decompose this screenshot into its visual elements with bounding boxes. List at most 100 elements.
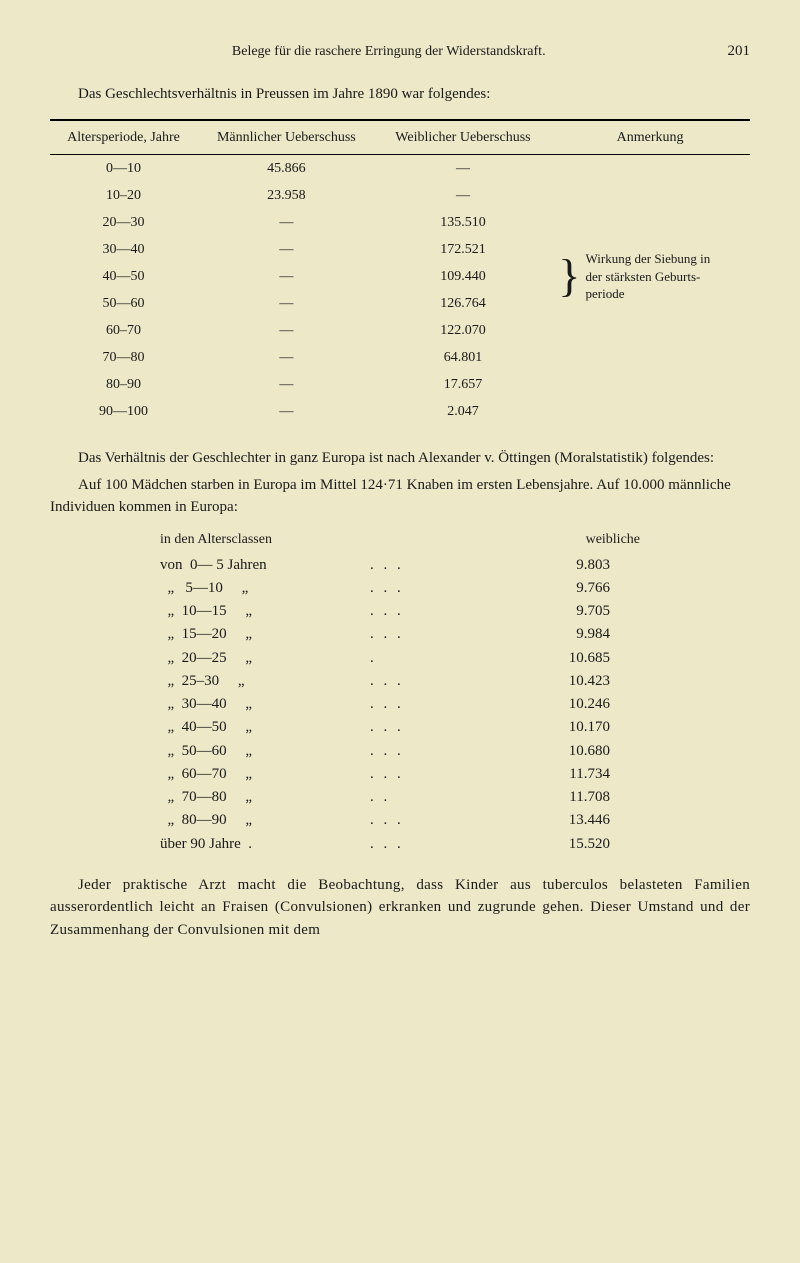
ac-value: 10.246 — [510, 693, 610, 716]
note-line: periode — [586, 286, 625, 301]
ac-label: „ 10—15 „ — [160, 600, 370, 623]
note-line: der stärksten Geburts- — [586, 269, 701, 284]
ac-value: 15.520 — [510, 833, 610, 856]
cell-male: — — [197, 209, 376, 236]
ac-row: „ 15—20 „. . .9.984 — [160, 623, 640, 646]
col-header-age: Altersperiode, Jahre — [50, 120, 197, 155]
ac-dots: . . . — [370, 693, 510, 716]
cell-male: 45.866 — [197, 155, 376, 183]
ac-value: 10.423 — [510, 670, 610, 693]
ac-dots: . . . — [370, 833, 510, 856]
col-header-male: Männlicher Ueberschuss — [197, 120, 376, 155]
table-row: 30—40—172.521 } Wirkung der Siebung in d… — [50, 236, 750, 263]
cell-male: — — [197, 236, 376, 263]
cell-female: 64.801 — [376, 344, 550, 371]
ac-value: 11.734 — [510, 763, 610, 786]
table-row: 80–90—17.657 — [50, 371, 750, 398]
cell-female: 122.070 — [376, 317, 550, 344]
ac-row: „ 30—40 „. . .10.246 — [160, 693, 640, 716]
ac-value: 9.766 — [510, 577, 610, 600]
cell-female: 126.764 — [376, 290, 550, 317]
page-number: 201 — [728, 40, 751, 63]
cell-male: — — [197, 263, 376, 290]
ac-label: „ 40—50 „ — [160, 716, 370, 739]
ac-head-left: in den Altersclassen — [160, 529, 272, 550]
ac-row: „ 60—70 „. . .11.734 — [160, 763, 640, 786]
ac-label: „ 70—80 „ — [160, 786, 370, 809]
ac-row: „ 20—25 „ . 10.685 — [160, 647, 640, 670]
cell-female: — — [376, 155, 550, 183]
cell-female: 109.440 — [376, 263, 550, 290]
ac-value: 11.708 — [510, 786, 610, 809]
ac-dots: . . . — [370, 763, 510, 786]
cell-male: — — [197, 290, 376, 317]
intro-paragraph: Das Geschlechtsverhältnis in Preussen im… — [50, 83, 750, 106]
ac-label: „ 80—90 „ — [160, 809, 370, 832]
ac-row: „ 5—10 „. . .9.766 — [160, 577, 640, 600]
ac-row: „ 50—60 „. . .10.680 — [160, 740, 640, 763]
table-row: 10–2023.958— — [50, 182, 750, 209]
col-header-female: Weiblicher Ueberschuss — [376, 120, 550, 155]
ac-dots: . . . — [370, 623, 510, 646]
table-row: 20—30—135.510 — [50, 209, 750, 236]
altersclassen-block: in den Altersclassen weibliche von 0— 5 … — [160, 529, 640, 856]
ac-value: 9.803 — [510, 554, 610, 577]
ac-label: „ 30—40 „ — [160, 693, 370, 716]
ac-label: „ 20—25 „ — [160, 647, 370, 670]
cell-age: 80–90 — [50, 371, 197, 398]
ac-dots: . . — [370, 786, 510, 809]
ac-dots: . . . — [370, 740, 510, 763]
table-note-cell: } Wirkung der Siebung in der stärksten G… — [550, 236, 750, 317]
cell-male: — — [197, 398, 376, 425]
ac-row: über 90 Jahre .. . .15.520 — [160, 833, 640, 856]
ac-value: 13.446 — [510, 809, 610, 832]
running-head: Belege für die raschere Erringung der Wi… — [50, 41, 728, 62]
ac-value: 10.685 — [510, 647, 610, 670]
ac-value: 10.170 — [510, 716, 610, 739]
table-header-row: Altersperiode, Jahre Männlicher Uebersch… — [50, 120, 750, 155]
cell-female: 172.521 — [376, 236, 550, 263]
table-row: 0—1045.866— — [50, 155, 750, 183]
cell-female: 17.657 — [376, 371, 550, 398]
cell-age: 0—10 — [50, 155, 197, 183]
cell-age: 60–70 — [50, 317, 197, 344]
ac-row: „ 70—80 „ . .11.708 — [160, 786, 640, 809]
ac-label: „ 60—70 „ — [160, 763, 370, 786]
ac-row: „ 80—90 „. . .13.446 — [160, 809, 640, 832]
cell-age: 70—80 — [50, 344, 197, 371]
cell-age: 40—50 — [50, 263, 197, 290]
page-header: Belege für die raschere Erringung der Wi… — [50, 40, 750, 63]
ac-value: 10.680 — [510, 740, 610, 763]
ac-dots: . . . — [370, 554, 510, 577]
ac-label: „ 50—60 „ — [160, 740, 370, 763]
ac-value: 9.984 — [510, 623, 610, 646]
cell-age: 30—40 — [50, 236, 197, 263]
ac-dots: . . . — [370, 670, 510, 693]
ac-dots: . — [370, 647, 510, 670]
table-row: 70—80—64.801 — [50, 344, 750, 371]
cell-note — [550, 371, 750, 398]
ac-label: „ 5—10 „ — [160, 577, 370, 600]
cell-age: 10–20 — [50, 182, 197, 209]
ac-row: „ 25–30 „. . .10.423 — [160, 670, 640, 693]
cell-age: 20—30 — [50, 209, 197, 236]
cell-age: 90—100 — [50, 398, 197, 425]
ac-label: von 0— 5 Jahren — [160, 554, 370, 577]
cell-male: — — [197, 317, 376, 344]
brace-icon: } — [558, 258, 580, 295]
note-text: Wirkung der Siebung in der stärksten Geb… — [586, 250, 711, 303]
cell-age: 50—60 — [50, 290, 197, 317]
cell-female: 2.047 — [376, 398, 550, 425]
ac-dots: . . . — [370, 716, 510, 739]
note-line: Wirkung der Siebung in — [586, 251, 711, 266]
ac-value: 9.705 — [510, 600, 610, 623]
ac-label: über 90 Jahre . — [160, 833, 370, 856]
cell-female: 135.510 — [376, 209, 550, 236]
ac-dots: . . . — [370, 600, 510, 623]
cell-note — [550, 398, 750, 425]
ac-head-right: weibliche — [586, 529, 640, 550]
ac-dots: . . . — [370, 809, 510, 832]
ac-row: „ 40—50 „. . .10.170 — [160, 716, 640, 739]
ac-dots: . . . — [370, 577, 510, 600]
final-paragraph: Jeder praktische Arzt macht die Beobacht… — [50, 874, 750, 942]
